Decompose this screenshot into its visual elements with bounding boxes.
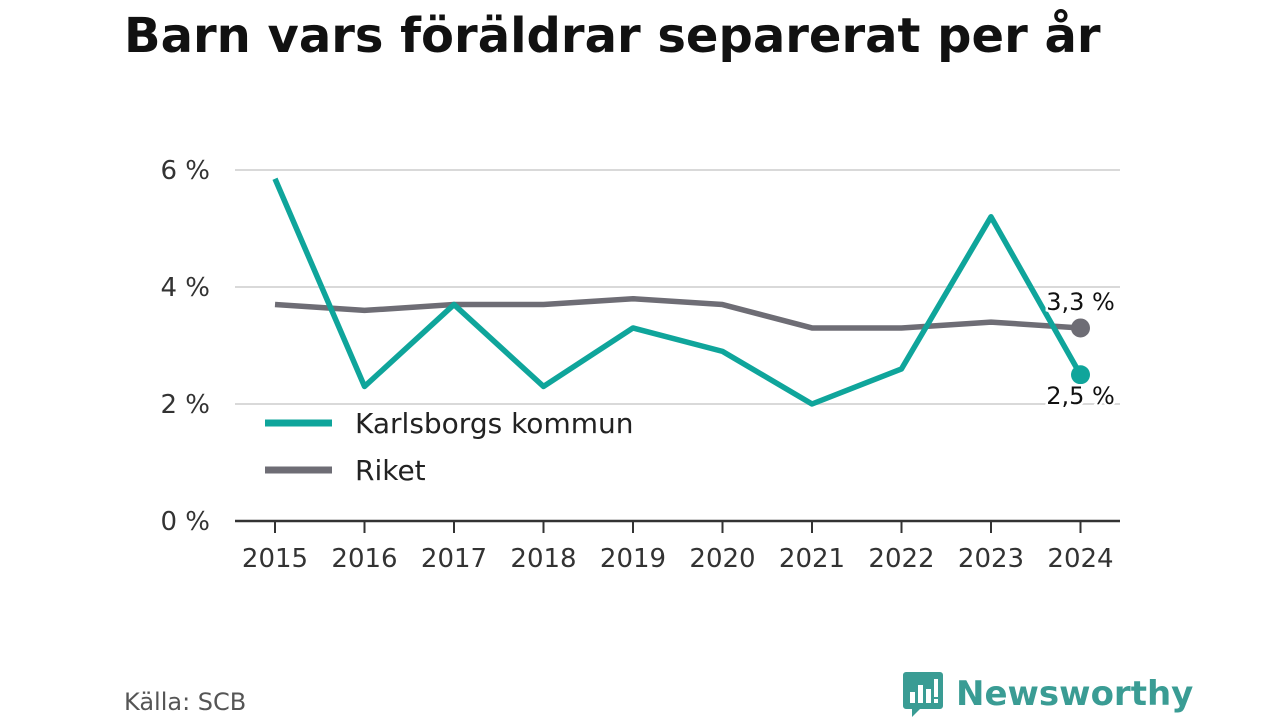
series-lines — [272, 177, 1090, 407]
legend: Karlsborgs kommun Riket — [256, 405, 661, 493]
x-tick-label: 2017 — [421, 544, 487, 574]
x-tick-label: 2015 — [242, 544, 308, 574]
end-value-label: 2,5 % — [1046, 382, 1115, 410]
x-tick-label: 2024 — [1047, 544, 1113, 574]
x-tick-label: 2022 — [868, 544, 934, 574]
end-labels: 2,5 % 3,3 % — [1044, 285, 1118, 412]
y-tick-label: 2 % — [160, 390, 210, 420]
chart-title: Barn vars föräldrar separerat per år — [124, 8, 1101, 64]
x-tick-label: 2020 — [689, 544, 755, 574]
series-line — [272, 177, 1083, 407]
x-axis: 2015 2016 2017 2018 2019 2020 2021 2022 2023 2024 — [235, 519, 1120, 574]
y-axis-ticks: 0 % 2 % 4 % 6 % — [160, 156, 210, 537]
end-value-label: 3,3 % — [1046, 288, 1115, 316]
x-tick-label: 2019 — [600, 544, 666, 574]
series-end-point — [1071, 365, 1090, 385]
y-tick-label: 4 % — [160, 273, 210, 303]
x-tick-label: 2023 — [958, 544, 1024, 574]
x-tick-label: 2016 — [331, 544, 397, 574]
y-tick-label: 0 % — [160, 507, 210, 537]
series-end-point — [1071, 318, 1090, 338]
series-line — [274, 295, 1081, 331]
legend-label: Karlsborgs kommun — [355, 407, 633, 440]
brand-logo: Newsworthy — [902, 670, 1193, 718]
gridlines — [235, 169, 1120, 405]
x-tick-label: 2021 — [779, 544, 845, 574]
brand-name: Newsworthy — [956, 674, 1194, 714]
legend-label: Riket — [355, 454, 426, 487]
x-tick-label: 2018 — [510, 544, 576, 574]
source-note: Källa: SCB — [124, 688, 247, 716]
bar-chart-logo-icon — [903, 672, 943, 717]
y-tick-label: 6 % — [160, 156, 210, 186]
